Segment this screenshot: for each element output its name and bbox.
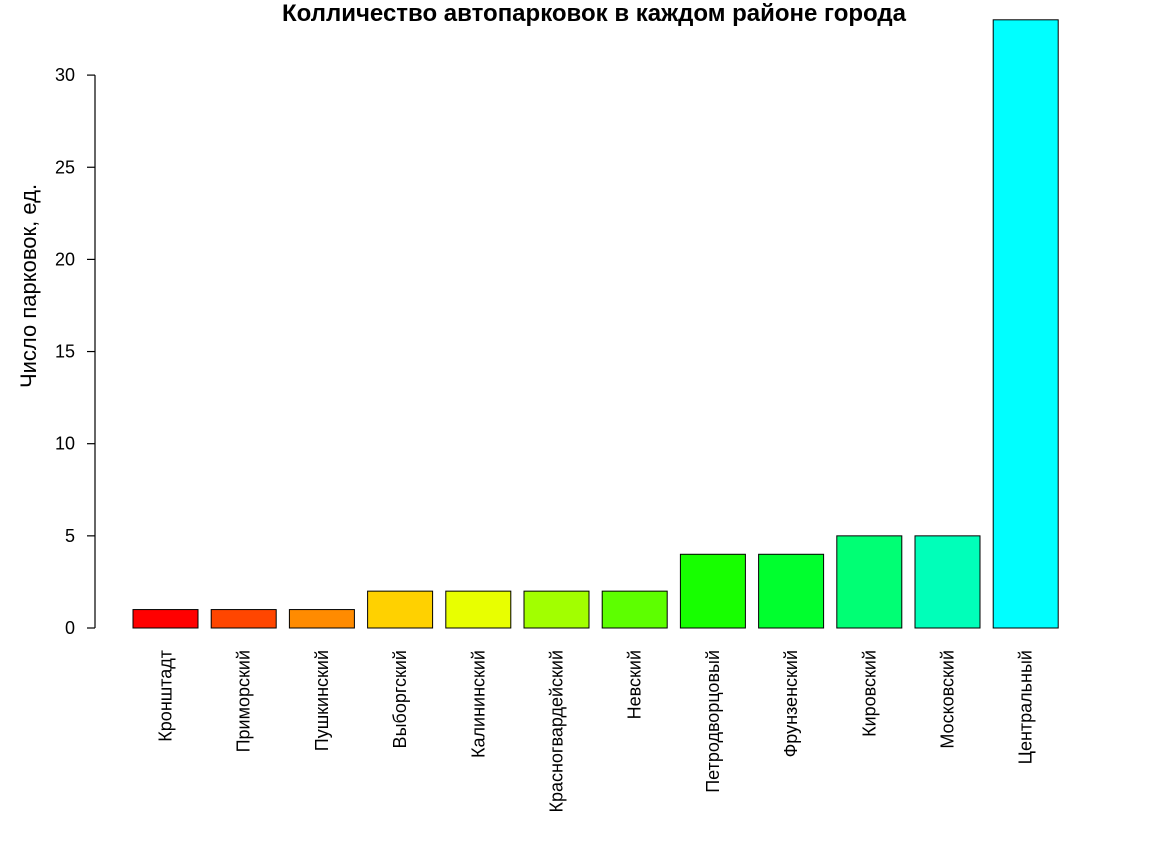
- x-tick-label: Центральный: [1016, 650, 1036, 764]
- x-tick-label: Невский: [625, 650, 645, 719]
- bar: [992, 19, 1059, 629]
- x-tick-label: Выборгский: [390, 650, 410, 748]
- chart-title: Колличество автопарковок в каждом районе…: [282, 0, 907, 27]
- category-labels: Кронштадт Приморский Пушкинский Выборгский К…: [156, 650, 1036, 813]
- x-tick-label: Красногвардейский: [547, 650, 567, 813]
- y-tick-label: 20: [55, 249, 75, 269]
- bar: [132, 609, 199, 629]
- y-tick-label: 30: [55, 65, 75, 85]
- x-tick-label: Калининский: [468, 650, 488, 758]
- y-tick-label: 5: [65, 526, 75, 546]
- y-tick-label: 10: [55, 434, 75, 454]
- bar: [210, 609, 277, 629]
- x-tick-label: Кировский: [859, 650, 879, 737]
- x-tick-label: Пушкинский: [312, 650, 332, 751]
- bar: [836, 535, 903, 629]
- x-tick-label: Петродворцовый: [703, 650, 723, 793]
- y-tick-label: 25: [55, 157, 75, 177]
- bar: [601, 590, 668, 629]
- x-tick-label: Фрунзенский: [781, 650, 801, 757]
- bar: [445, 590, 512, 629]
- bar: [288, 609, 355, 629]
- x-tick-label: Московский: [938, 650, 958, 749]
- bar: [914, 535, 981, 629]
- y-tick-label: 15: [55, 342, 75, 362]
- y-axis: 0 5 10 15 20 25 30: [55, 65, 96, 638]
- y-axis-label: Число парковок, ед.: [16, 184, 41, 388]
- bar: [367, 590, 434, 629]
- bar: [758, 553, 825, 629]
- bar: [679, 553, 746, 629]
- x-tick-label: Кронштадт: [156, 650, 176, 742]
- bar: [523, 590, 590, 629]
- y-tick-label: 0: [65, 618, 75, 638]
- x-tick-label: Приморский: [234, 650, 254, 752]
- bars-group: [132, 19, 1059, 629]
